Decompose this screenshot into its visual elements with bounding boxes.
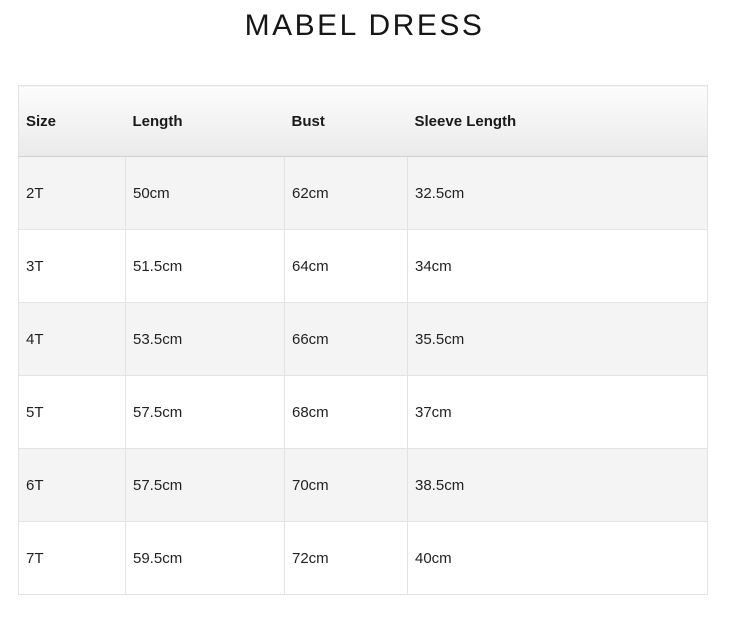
- column-header-length: Length: [125, 85, 285, 157]
- size-chart-table: Size Length Bust Sleeve Length 2T 50cm 62cm 32…: [18, 85, 708, 595]
- column-header-size: Size: [18, 85, 126, 157]
- cell-4t-length: 53.5cm: [125, 302, 285, 376]
- column-header-sleeve-length: Sleeve Length: [407, 85, 708, 157]
- cell-2t-size: 2T: [18, 156, 126, 230]
- cell-6t-size: 6T: [18, 448, 126, 522]
- cell-5t-length: 57.5cm: [125, 375, 285, 449]
- size-chart-body: 2T 50cm 62cm 32.5cm 3T 51.5cm 64cm 34cm 4T 53.5cm…: [18, 156, 708, 595]
- cell-3t-sleeve-length: 34cm: [407, 229, 708, 303]
- page-title: MABEL DRESS: [244, 9, 485, 42]
- cell-5t-sleeve-length: 37cm: [407, 375, 708, 449]
- cell-2t-sleeve-length: 32.5cm: [407, 156, 708, 230]
- cell-7t-size: 7T: [18, 521, 126, 595]
- size-row-5t: 5T 57.5cm 68cm 37cm: [18, 375, 708, 449]
- cell-4t-bust: 66cm: [284, 302, 408, 376]
- cell-5t-size: 5T: [18, 375, 126, 449]
- cell-6t-bust: 70cm: [284, 448, 408, 522]
- size-row-4t: 4T 53.5cm 66cm 35.5cm: [18, 302, 708, 376]
- cell-3t-size: 3T: [18, 229, 126, 303]
- cell-2t-length: 50cm: [125, 156, 285, 230]
- cell-3t-bust: 64cm: [284, 229, 408, 303]
- cell-6t-length: 57.5cm: [125, 448, 285, 522]
- cell-7t-sleeve-length: 40cm: [407, 521, 708, 595]
- size-row-3t: 3T 51.5cm 64cm 34cm: [18, 229, 708, 303]
- size-row-7t: 7T 59.5cm 72cm 40cm: [18, 521, 708, 595]
- column-header-bust: Bust: [284, 85, 408, 157]
- cell-2t-bust: 62cm: [284, 156, 408, 230]
- cell-3t-length: 51.5cm: [125, 229, 285, 303]
- size-chart-header-row: Size Length Bust Sleeve Length: [18, 85, 708, 157]
- cell-6t-sleeve-length: 38.5cm: [407, 448, 708, 522]
- size-row-2t: 2T 50cm 62cm 32.5cm: [18, 156, 708, 230]
- cell-7t-bust: 72cm: [284, 521, 408, 595]
- cell-5t-bust: 68cm: [284, 375, 408, 449]
- cell-7t-length: 59.5cm: [125, 521, 285, 595]
- size-row-6t: 6T 57.5cm 70cm 38.5cm: [18, 448, 708, 522]
- cell-4t-size: 4T: [18, 302, 126, 376]
- cell-4t-sleeve-length: 35.5cm: [407, 302, 708, 376]
